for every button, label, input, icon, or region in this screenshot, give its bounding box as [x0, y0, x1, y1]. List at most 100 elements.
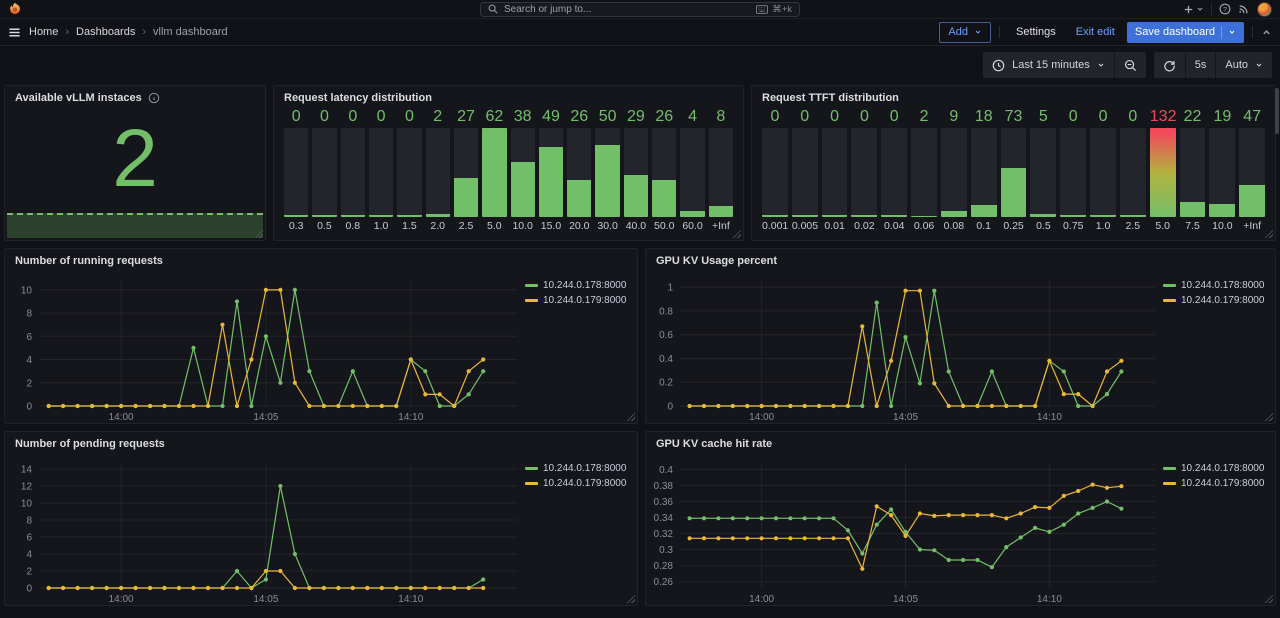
panel-title[interactable]: GPU KV Usage percent — [656, 255, 778, 267]
panel-title[interactable]: Number of running requests — [15, 255, 163, 267]
bar-track[interactable] — [510, 128, 535, 217]
breadcrumb-dashboards[interactable]: Dashboards — [76, 26, 136, 38]
exit-edit-button[interactable]: Exit edit — [1072, 22, 1119, 43]
timeseries-plot[interactable]: 0 2 4 6 8 10 12 14 14:00 14:05 14:10 — [5, 453, 525, 605]
bar-bucket-label: 2.5 — [1125, 220, 1141, 232]
zoom-out-button[interactable] — [1115, 52, 1146, 78]
bar-track[interactable] — [1060, 128, 1087, 217]
bar-bucket: 22 7.5 — [1179, 107, 1206, 234]
bar-track[interactable] — [340, 128, 365, 217]
legend-item[interactable]: 10.244.0.179:8000 — [1163, 295, 1269, 306]
breadcrumb-home[interactable]: Home — [29, 26, 59, 38]
bar-track[interactable] — [1209, 128, 1236, 217]
time-range-picker[interactable]: Last 15 minutes — [983, 52, 1114, 78]
stat-body[interactable]: 2 — [5, 107, 265, 240]
bar-bucket: 29 40.0 — [623, 107, 649, 234]
bar-track[interactable] — [1090, 128, 1116, 217]
bar-track[interactable] — [851, 128, 878, 217]
bar-track[interactable] — [368, 128, 394, 217]
timeseries-canvas[interactable]: 0 2 4 6 8 10 14:00 14:05 14:10 — [5, 270, 525, 423]
help-button[interactable]: ? — [1219, 3, 1231, 15]
bar-gauge[interactable]: 0 0.3 0 0.5 0 0.8 0 1.0 0 — [274, 107, 743, 240]
bar-track[interactable] — [881, 128, 908, 217]
bar-gauge[interactable]: 0 0.001 0 0.005 0 0.01 0 0.02 0 — [752, 107, 1275, 240]
bar-value: 0 — [291, 108, 301, 125]
panel-title[interactable]: Number of pending requests — [15, 438, 165, 450]
bar-bucket-label: 0.25 — [1003, 220, 1024, 232]
panel-title[interactable]: GPU KV cache hit rate — [656, 438, 773, 450]
bar-fill — [453, 178, 479, 217]
save-dashboard-button[interactable]: Save dashboard — [1126, 21, 1244, 43]
bar-fill — [312, 215, 337, 217]
legend-item[interactable]: 10.244.0.179:8000 — [525, 478, 631, 489]
chevron-down-icon — [1229, 30, 1235, 34]
panel-resize-handle[interactable] — [1264, 412, 1273, 421]
bar-track[interactable] — [791, 128, 818, 217]
bar-bucket: 0 0.75 — [1060, 107, 1087, 234]
legend-item[interactable]: 10.244.0.178:8000 — [1163, 280, 1269, 291]
bar-track[interactable] — [453, 128, 479, 217]
bar-track[interactable] — [1239, 128, 1266, 217]
bar-track[interactable] — [284, 128, 309, 217]
bar-track[interactable] — [652, 128, 677, 217]
bar-track[interactable] — [312, 128, 337, 217]
panel-resize-handle[interactable] — [254, 229, 263, 238]
grafana-logo[interactable] — [8, 2, 22, 16]
bar-track[interactable] — [567, 128, 592, 217]
svg-text:0.32: 0.32 — [654, 529, 674, 540]
bar-track[interactable] — [538, 128, 564, 217]
bar-fill — [762, 215, 788, 217]
legend-item[interactable]: 10.244.0.179:8000 — [1163, 478, 1269, 489]
new-menu-button[interactable] — [1183, 4, 1204, 15]
user-avatar[interactable] — [1257, 1, 1272, 17]
panel-resize-handle[interactable] — [1264, 594, 1273, 603]
bar-track[interactable] — [397, 128, 422, 217]
panel-title[interactable]: Request latency distribution — [284, 92, 432, 104]
bar-bucket-label: 2.5 — [458, 220, 474, 232]
timeseries-plot[interactable]: 0 0.2 0.4 0.6 0.8 1 14:00 14:05 14:10 — [646, 270, 1163, 423]
bar-track[interactable] — [680, 128, 705, 217]
bar-fill — [538, 146, 564, 217]
bar-track[interactable] — [1030, 128, 1057, 217]
settings-button[interactable]: Settings — [1008, 22, 1064, 43]
bar-track[interactable] — [911, 128, 937, 217]
panel-title[interactable]: Request TTFT distribution — [762, 92, 899, 104]
bar-track[interactable] — [1119, 128, 1146, 217]
refresh-button[interactable] — [1154, 52, 1185, 78]
panel-resize-handle[interactable] — [732, 229, 741, 238]
search-input[interactable]: Search or jump to... ⌘+k — [480, 1, 800, 17]
bar-track[interactable] — [482, 128, 507, 217]
bar-track[interactable] — [425, 128, 450, 217]
news-button[interactable] — [1238, 3, 1250, 15]
timeseries-canvas[interactable]: 0 2 4 6 8 10 12 14 14:00 14:05 14:10 — [5, 453, 525, 605]
bar-track[interactable] — [940, 128, 967, 217]
timeseries-canvas[interactable]: 0.26 0.28 0.3 0.32 0.34 0.36 0.38 0.4 14:00 14:05… — [646, 453, 1163, 605]
panel-title[interactable]: Available vLLM instaces — [5, 86, 265, 107]
bar-track[interactable] — [1149, 128, 1176, 217]
panel-resize-handle[interactable] — [626, 412, 635, 421]
bar-track[interactable] — [595, 128, 620, 217]
refresh-interval-value[interactable]: 5s — [1186, 52, 1216, 78]
bar-bucket: 0 0.001 — [762, 107, 788, 234]
legend-item[interactable]: 10.244.0.178:8000 — [525, 280, 631, 291]
add-panel-button[interactable]: Add — [939, 21, 991, 43]
auto-refresh-picker[interactable]: Auto — [1216, 52, 1272, 78]
bar-track[interactable] — [970, 128, 997, 217]
collapse-controls-button[interactable] — [1261, 27, 1272, 38]
bar-track[interactable] — [821, 128, 848, 217]
bar-track[interactable] — [1179, 128, 1206, 217]
legend-item[interactable]: 10.244.0.178:8000 — [525, 463, 631, 474]
timeseries-plot[interactable]: 0.26 0.28 0.3 0.32 0.34 0.36 0.38 0.4 14:00 14:05… — [646, 453, 1163, 605]
scrollbar-thumb[interactable] — [1275, 88, 1279, 134]
panel-resize-handle[interactable] — [1264, 229, 1273, 238]
mega-menu-toggle[interactable] — [8, 26, 21, 39]
bar-track[interactable] — [762, 128, 788, 217]
bar-track[interactable] — [708, 128, 733, 217]
bar-track[interactable] — [1000, 128, 1027, 217]
legend-item[interactable]: 10.244.0.179:8000 — [525, 295, 631, 306]
legend-item[interactable]: 10.244.0.178:8000 — [1163, 463, 1269, 474]
timeseries-plot[interactable]: 0 2 4 6 8 10 14:00 14:05 14:10 — [5, 270, 525, 423]
panel-resize-handle[interactable] — [626, 594, 635, 603]
bar-track[interactable] — [623, 128, 649, 217]
timeseries-canvas[interactable]: 0 0.2 0.4 0.6 0.8 1 14:00 14:05 14:10 — [646, 270, 1163, 423]
